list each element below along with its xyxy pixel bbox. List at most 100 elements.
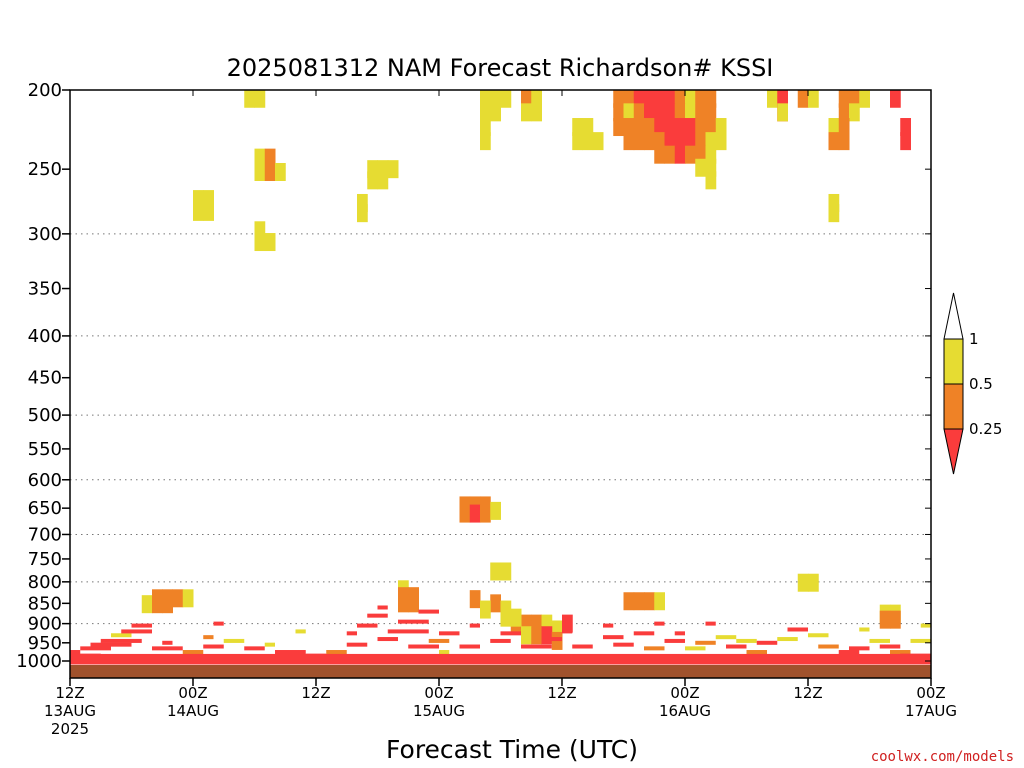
- ri-cell-137: [654, 592, 665, 611]
- legend-arrow-bottom: [943, 428, 964, 475]
- ri-streak-16: [244, 646, 265, 651]
- ri-cell-12: [254, 233, 266, 252]
- ri-cell-86: [705, 171, 717, 190]
- ri-cell-30: [521, 103, 532, 122]
- ri-streak-50: [674, 631, 685, 636]
- ri-cell-84: [695, 158, 706, 177]
- ri-cell-34: [572, 132, 583, 151]
- ri-streak-17: [264, 642, 275, 647]
- ri-streak-11: [182, 650, 204, 655]
- ri-cell-19: [357, 193, 368, 212]
- ri-streak-52: [695, 640, 716, 645]
- legend-label-1: 0.5: [969, 375, 993, 393]
- y-tick-label-250: 250: [28, 159, 62, 180]
- ri-cell-72: [664, 132, 676, 151]
- ri-cell-100: [838, 118, 850, 137]
- ri-cell-80: [674, 145, 686, 164]
- ri-cell-135: [633, 592, 645, 611]
- ri-streak-48: [654, 621, 665, 626]
- ri-streak-3: [80, 646, 111, 651]
- ri-cell-122: [141, 595, 153, 614]
- ri-cell-121: [182, 589, 194, 608]
- ri-cell-40: [644, 89, 655, 108]
- ri-streak-70: [920, 623, 931, 628]
- ri-streak-10: [162, 640, 173, 645]
- ri-cell-6: [275, 162, 286, 181]
- legend-arrow-top: [943, 292, 964, 340]
- ri-cell-54: [685, 103, 696, 122]
- ri-cell-59: [633, 118, 645, 137]
- ri-cell-154: [531, 626, 542, 645]
- y-tick-label-900: 900: [28, 614, 62, 635]
- ri-cell-29: [480, 132, 491, 151]
- ri-streak-61: [808, 633, 829, 638]
- ri-cell-3: [264, 148, 276, 167]
- y-tick-label-800: 800: [28, 572, 62, 593]
- ri-streak-7: [121, 629, 152, 634]
- ri-streak-32: [428, 638, 450, 643]
- ri-streak-60: [787, 627, 808, 632]
- x-tick-label-60-1: 16AUG: [659, 702, 711, 720]
- ri-streak-43: [603, 623, 614, 628]
- chart-title: 2025081312 NAM Forecast Richardson# KSSI: [227, 54, 774, 82]
- x-tick-label-84-0: 00Z: [916, 684, 945, 702]
- ri-streak-33: [439, 631, 460, 636]
- ri-streak-57: [746, 650, 767, 655]
- ri-streak-12: [203, 644, 224, 649]
- ri-cell-10: [203, 202, 214, 221]
- ri-cell-45: [695, 89, 706, 108]
- ri-cell-52: [664, 103, 676, 122]
- ri-streak-4: [90, 642, 132, 647]
- ri-cell-85: [705, 158, 717, 177]
- ri-streak-0: [70, 650, 81, 655]
- ri-cell-78: [654, 145, 665, 164]
- ri-cell-153: [521, 626, 532, 645]
- ri-cell-62: [664, 118, 676, 137]
- ri-cell-113: [490, 501, 501, 520]
- x-tick-label-12-1: 14AUG: [167, 702, 219, 720]
- ri-cell-18: [377, 171, 389, 190]
- ri-cell-42: [664, 89, 676, 108]
- ri-cell-148: [500, 608, 512, 627]
- x-tick-label-0-2: 2025: [51, 720, 89, 738]
- ri-streak-53: [705, 621, 716, 626]
- ri-cell-69: [633, 132, 645, 151]
- x-tick-label-60-0: 00Z: [670, 684, 699, 702]
- ri-streak-24: [357, 623, 378, 628]
- ri-cell-76: [705, 132, 717, 151]
- ri-streak-72: [70, 653, 931, 661]
- ri-cell-51: [654, 103, 665, 122]
- ri-cell-99: [828, 118, 840, 137]
- ri-cell-48: [623, 103, 635, 122]
- ri-cell-105: [828, 193, 840, 212]
- ri-streak-73: [70, 657, 931, 665]
- ri-cell-151: [551, 620, 563, 639]
- legend-swatch-0: [943, 338, 964, 385]
- ri-streak-47: [644, 646, 665, 651]
- ri-cell-87: [767, 89, 778, 108]
- ri-cell-65: [695, 118, 706, 137]
- ri-streak-42: [572, 644, 593, 649]
- ri-cell-79: [664, 145, 676, 164]
- ri-cell-112: [480, 504, 491, 523]
- ri-cell-141: [890, 610, 901, 629]
- ri-cell-43: [674, 89, 686, 108]
- ri-cell-14: [367, 160, 378, 179]
- ri-cell-120: [172, 589, 184, 608]
- ri-cell-102: [838, 132, 850, 151]
- ri-cell-24: [521, 89, 532, 108]
- ri-cell-132: [480, 600, 491, 619]
- ri-streak-27: [377, 637, 398, 642]
- y-tick-label-650: 650: [28, 498, 62, 519]
- ri-streak-35: [459, 644, 480, 649]
- x-tick-label-12-0: 00Z: [178, 684, 207, 702]
- y-tick-label-550: 550: [28, 439, 62, 460]
- ri-cell-47: [613, 103, 624, 122]
- ri-cell-103: [900, 118, 911, 137]
- ri-cell-124: [162, 595, 173, 614]
- ri-cell-92: [777, 103, 788, 122]
- ri-cell-152: [562, 614, 573, 633]
- ri-cell-64: [685, 118, 696, 137]
